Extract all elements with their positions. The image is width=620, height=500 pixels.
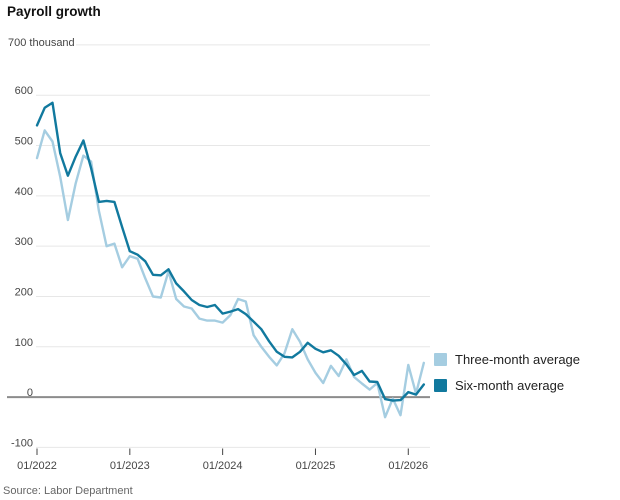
series-line-three-month-average <box>35 129 425 419</box>
source-note: Source: Labor Department <box>3 485 133 497</box>
y-tick-label: 300 <box>15 236 33 248</box>
x-tick-label: 01/2024 <box>203 460 243 472</box>
y-tick-label: 400 <box>15 186 33 198</box>
legend-swatch-three-month <box>434 352 447 366</box>
legend-label-three-month: Three-month average <box>455 351 581 367</box>
y-tick-label: 600 <box>15 85 33 97</box>
y-tick-label: 500 <box>15 136 33 148</box>
legend-item-three-month: Three-month average <box>434 351 581 367</box>
series-line-six-month-average <box>35 101 425 402</box>
x-tick-label: 01/2026 <box>388 460 428 472</box>
x-tick-label: 01/2023 <box>110 460 150 472</box>
y-tick-label: 0 <box>27 387 33 399</box>
x-tick-label: 01/2022 <box>17 460 57 472</box>
chart-title: Payroll growth <box>7 4 101 19</box>
chart-legend: Three-month average Six-month average <box>434 351 581 393</box>
x-tick-label: 01/2025 <box>296 460 336 472</box>
legend-item-six-month: Six-month average <box>434 377 580 393</box>
y-tick-label: -100 <box>11 437 33 449</box>
legend-swatch-six-month <box>434 378 447 392</box>
legend-label-six-month: Six-month average <box>455 377 565 393</box>
y-axis-unit-label: 700 thousand <box>8 37 75 49</box>
y-tick-label: 100 <box>15 337 33 349</box>
y-tick-label: 200 <box>15 286 33 298</box>
